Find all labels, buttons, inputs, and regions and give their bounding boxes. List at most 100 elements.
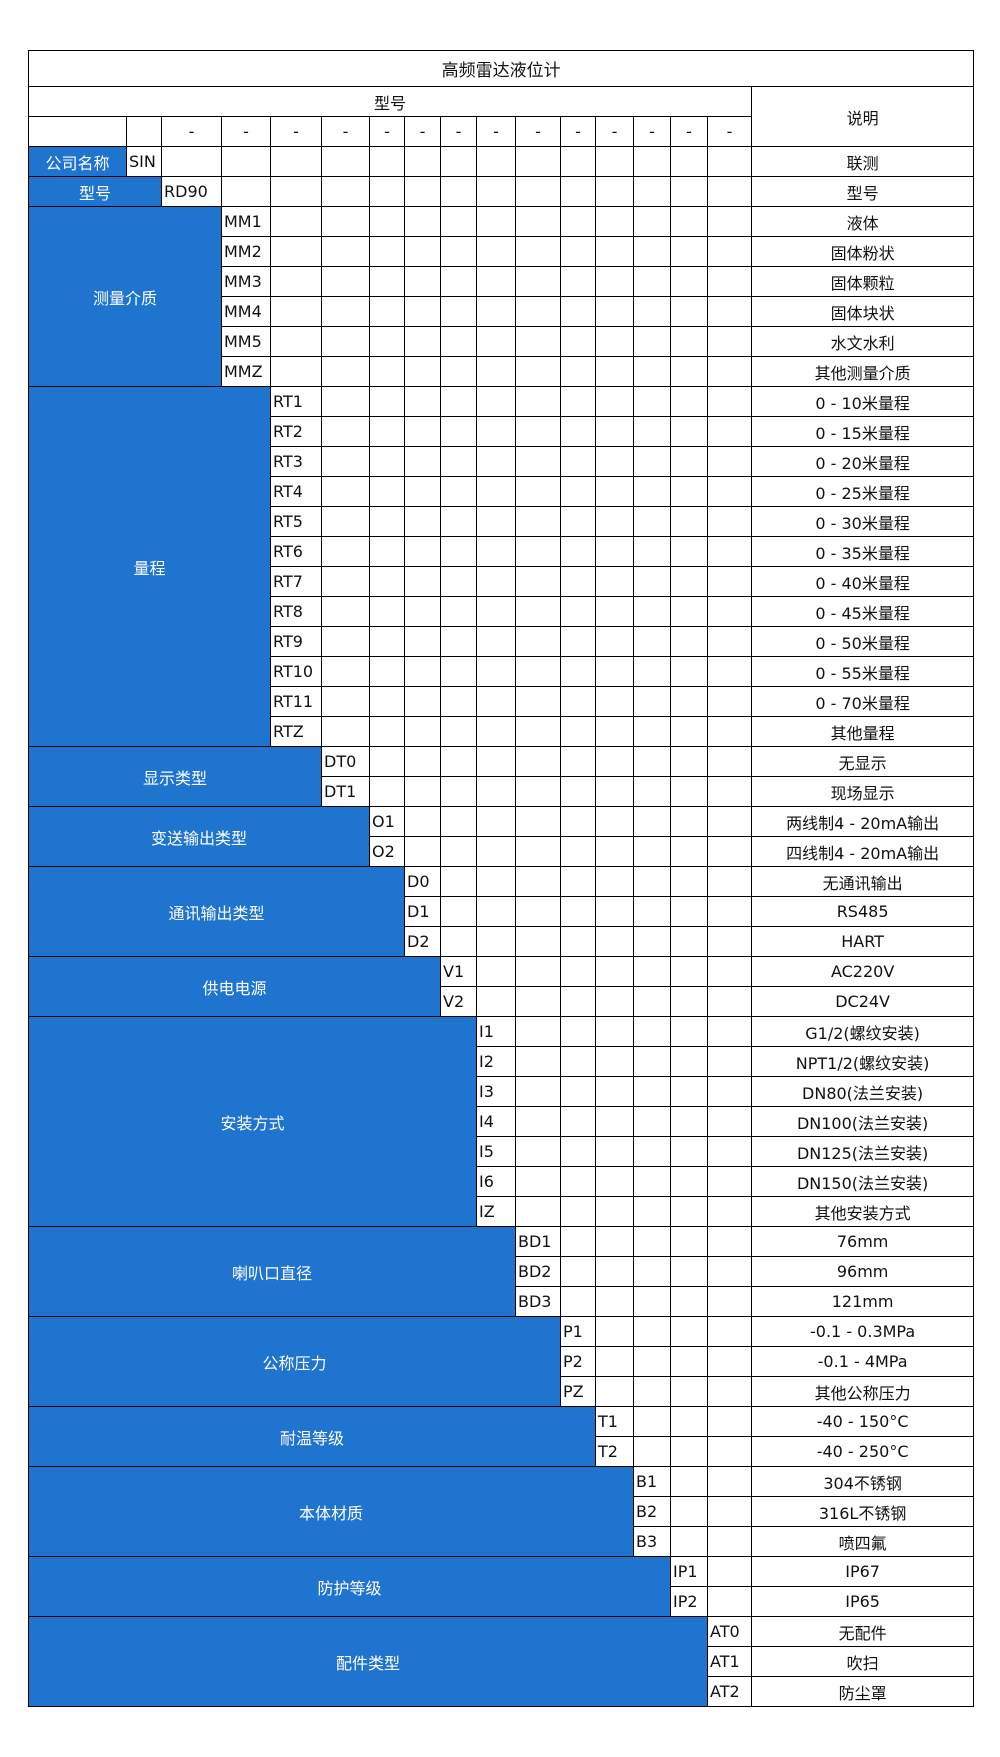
empty-cell	[707, 206, 752, 237]
empty-cell	[404, 206, 441, 237]
option-description: 防尘罩	[750, 1676, 975, 1707]
option-code: D2	[404, 926, 441, 957]
option-description: 0 - 40米量程	[750, 566, 975, 597]
group-label: 公司名称	[28, 146, 127, 177]
option-row: I6 DN150(法兰安装)	[29, 1166, 975, 1197]
option-code: D1	[404, 896, 441, 927]
option-description: DC24V	[750, 986, 975, 1017]
empty-cell	[369, 446, 405, 477]
option-description: 四线制4 - 20mA输出	[750, 836, 975, 867]
option-code: IZ	[476, 1196, 516, 1227]
empty-cell	[476, 386, 516, 417]
empty-cell	[404, 536, 441, 567]
empty-cell	[670, 896, 708, 927]
empty-cell	[707, 1106, 752, 1137]
option-description: 76mm	[750, 1226, 975, 1257]
empty-cell	[707, 326, 752, 357]
empty-cell	[440, 476, 477, 507]
empty-cell	[670, 1526, 708, 1557]
separator-dash: -	[633, 116, 671, 147]
empty-cell	[707, 536, 752, 567]
option-description: 0 - 45米量程	[750, 596, 975, 627]
empty-cell	[595, 686, 634, 717]
empty-cell	[707, 416, 752, 447]
empty-cell	[560, 1226, 596, 1257]
option-description: 0 - 10米量程	[750, 386, 975, 417]
empty-cell	[440, 446, 477, 477]
option-description: DN100(法兰安装)	[750, 1106, 975, 1137]
empty-cell	[670, 236, 708, 267]
empty-cell	[404, 446, 441, 477]
group-label: 显示类型	[28, 746, 322, 807]
empty-cell	[476, 236, 516, 267]
option-code: IP1	[670, 1556, 708, 1587]
empty-cell	[515, 1166, 561, 1197]
empty-cell	[369, 656, 405, 687]
option-row: DT1 现场显示	[29, 776, 975, 807]
option-code: T2	[595, 1436, 634, 1467]
option-code: RT3	[270, 446, 322, 477]
empty-cell	[707, 896, 752, 927]
empty-cell	[670, 1406, 708, 1437]
empty-cell	[476, 566, 516, 597]
empty-cell	[161, 146, 222, 177]
option-code: MM2	[221, 236, 271, 267]
option-description: NPT1/2(螺纹安装)	[750, 1046, 975, 1077]
option-code: RT2	[270, 416, 322, 447]
empty-cell	[707, 836, 752, 867]
empty-cell	[560, 206, 596, 237]
option-code: V1	[440, 956, 477, 987]
empty-cell	[707, 1316, 752, 1347]
empty-cell	[707, 176, 752, 207]
empty-cell	[633, 1256, 671, 1287]
empty-cell	[633, 1406, 671, 1437]
empty-cell	[595, 1166, 634, 1197]
empty-cell	[707, 1016, 752, 1047]
option-row: I3 DN80(法兰安装)	[29, 1076, 975, 1107]
empty-cell	[440, 206, 477, 237]
empty-cell	[560, 866, 596, 897]
empty-cell	[404, 656, 441, 687]
empty-cell	[595, 1316, 634, 1347]
empty-cell	[369, 176, 405, 207]
empty-cell	[670, 1136, 708, 1167]
empty-cell	[321, 476, 370, 507]
empty-cell	[515, 476, 561, 507]
empty-cell	[560, 746, 596, 777]
empty-cell	[515, 896, 561, 927]
option-description: 固体颗粒	[750, 266, 975, 297]
separator-dash: -	[440, 116, 477, 147]
empty-cell	[707, 1346, 752, 1377]
empty-cell	[633, 566, 671, 597]
empty-cell	[440, 236, 477, 267]
empty-cell	[476, 536, 516, 567]
empty-cell	[515, 926, 561, 957]
empty-cell	[560, 596, 596, 627]
separator-dash: -	[670, 116, 708, 147]
empty-cell	[515, 656, 561, 687]
empty-cell	[369, 266, 405, 297]
empty-cell	[560, 1136, 596, 1167]
empty-cell	[633, 506, 671, 537]
empty-cell	[476, 146, 516, 177]
option-description: IP67	[750, 1556, 975, 1587]
empty-cell	[369, 476, 405, 507]
empty-cell	[270, 296, 322, 327]
option-description: 其他安装方式	[750, 1196, 975, 1227]
empty-cell	[270, 176, 322, 207]
empty-cell	[670, 866, 708, 897]
empty-cell	[595, 656, 634, 687]
empty-cell	[707, 1196, 752, 1227]
option-description: -40 - 150°C	[750, 1406, 975, 1437]
empty-cell	[670, 386, 708, 417]
option-code: B3	[633, 1526, 671, 1557]
option-code: V2	[440, 986, 477, 1017]
empty-cell	[476, 956, 516, 987]
option-description: 联测	[750, 146, 975, 177]
empty-cell	[515, 956, 561, 987]
option-code: IP2	[670, 1586, 708, 1617]
empty-cell	[476, 836, 516, 867]
empty-cell	[707, 296, 752, 327]
empty-cell	[440, 596, 477, 627]
option-description: 0 - 20米量程	[750, 446, 975, 477]
